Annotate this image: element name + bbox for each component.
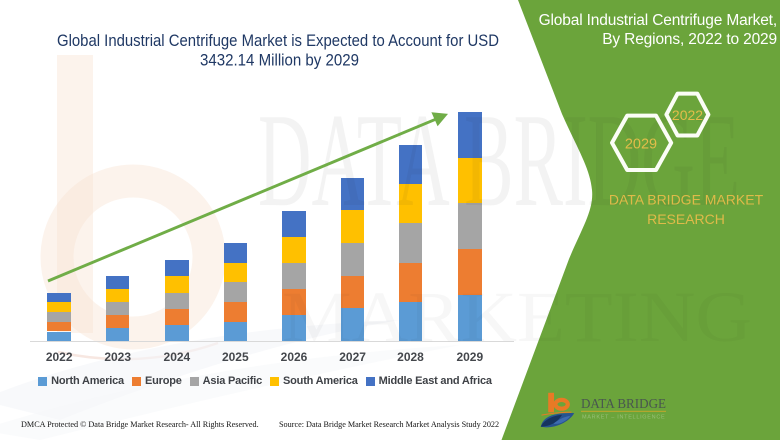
svg-text:2029: 2029	[625, 136, 657, 152]
svg-text:3432.14 Million by 2029: 3432.14 Million by 2029	[200, 51, 359, 70]
svg-text:MARKET – INTELLIGENCE: MARKET – INTELLIGENCE	[582, 414, 665, 420]
svg-text:Global Industrial Centrifuge M: Global Industrial Centrifuge Market is E…	[57, 31, 499, 50]
svg-text:2022: 2022	[672, 107, 703, 123]
svg-text:RESEARCH: RESEARCH	[647, 211, 725, 227]
svg-text:DATA BRIDGE: DATA BRIDGE	[581, 397, 666, 412]
svg-text:DATA BRIDGE MARKET: DATA BRIDGE MARKET	[609, 192, 764, 208]
